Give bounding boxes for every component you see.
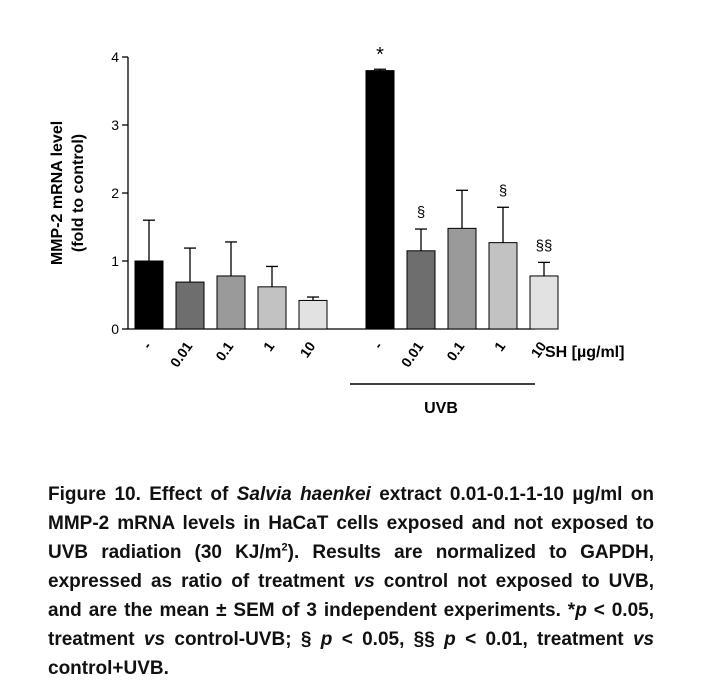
- error-bars-group: [143, 68, 550, 301]
- caption-text: Results are normalized to GAPDH, express…: [48, 542, 654, 592]
- caption-text: < 0.05, treatment: [48, 600, 654, 650]
- x-tick-labels-group: -0.01 0.1 1 10-0.01 0.1 1 10: [139, 338, 550, 370]
- bars-group: [134, 70, 559, 330]
- y-tick-label: 4: [111, 49, 119, 65]
- caption-body: Results are normalized to GAPDH, express…: [48, 542, 654, 679]
- y-axis-label-line2: (fold to control): [70, 134, 87, 252]
- y-tick-label: 0: [111, 321, 119, 337]
- significance-mark: §§: [536, 237, 553, 254]
- bar: [488, 242, 518, 330]
- significance-mark: *: [376, 44, 384, 66]
- x-tick-label: 1: [491, 338, 509, 354]
- bar: [175, 281, 205, 330]
- caption-title-part1: Effect of: [149, 484, 229, 505]
- significance-marks-group: *§§§§: [376, 44, 552, 254]
- x-tick-label: 1: [260, 338, 278, 354]
- x-tick-label: 0.1: [443, 338, 467, 363]
- x-tick-label: 10: [296, 338, 318, 360]
- uvb-group-label: UVB: [424, 400, 458, 417]
- caption-italic: p: [575, 600, 587, 621]
- x-tick-label: 0.01: [167, 338, 196, 370]
- bar: [216, 275, 246, 330]
- bar: [134, 260, 164, 330]
- caption-italic: p: [320, 629, 333, 650]
- bar-chart: 0 1 2 3 4 MMP-2 mRNA level (fold to control)…: [49, 44, 624, 417]
- bar: [447, 227, 477, 330]
- caption-text: < 0.05, §§: [341, 629, 435, 650]
- caption-text: < 0.01, treatment: [465, 629, 624, 650]
- caption-title-part2: extract 0.01-0.1-1-10 µg/ml on MMP-2 mRN…: [48, 484, 654, 563]
- y-tick-label: 1: [111, 253, 119, 269]
- y-tick-label: 3: [111, 117, 119, 133]
- bar: [298, 299, 328, 330]
- x-tick-label: -: [139, 338, 155, 351]
- y-axis-label: MMP-2 mRNA level (fold to control): [49, 121, 87, 265]
- x-axis-title: SH [µg/ml]: [545, 344, 624, 361]
- caption-italic: vs: [632, 629, 655, 650]
- bar: [529, 275, 559, 330]
- caption-text: control not exposed to UVB, and are the …: [48, 571, 654, 621]
- caption-title: Figure 10. Effect of Salvia haenkei extr…: [48, 480, 654, 683]
- caption-title-end: ).: [287, 542, 300, 563]
- figure-caption: Figure 10. Effect of Salvia haenkei extr…: [48, 480, 654, 683]
- bar: [406, 250, 436, 330]
- caption-italic: p: [444, 629, 456, 650]
- caption-italic: vs: [353, 571, 375, 592]
- x-tick-label: 0.01: [398, 338, 427, 370]
- superscript: 2: [281, 541, 288, 554]
- caption-italic: vs: [143, 629, 166, 650]
- caption-text: control+UVB.: [48, 658, 169, 679]
- x-tick-label: 0.1: [212, 338, 236, 363]
- y-axis-label-line1: MMP-2 mRNA level: [49, 121, 66, 265]
- figure-number: Figure 10.: [48, 484, 141, 505]
- caption-text: control-UVB; §: [174, 629, 312, 650]
- bar: [365, 70, 395, 330]
- significance-mark: §: [417, 204, 425, 221]
- y-tick-label: 2: [111, 185, 119, 201]
- significance-mark: §: [499, 182, 507, 199]
- x-tick-label: -: [370, 338, 386, 351]
- species-name: Salvia haenkei: [236, 484, 371, 505]
- bar: [257, 286, 287, 330]
